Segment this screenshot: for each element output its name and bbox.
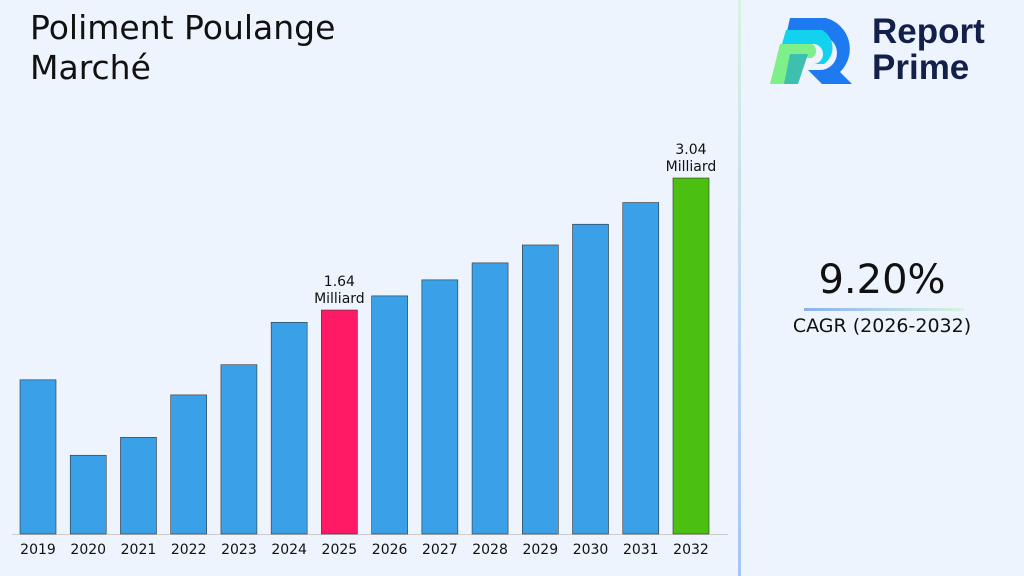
x-tick-label: 2019	[20, 542, 56, 558]
cagr-underline	[804, 308, 964, 311]
bar-2029	[521, 244, 559, 535]
bar-2027	[421, 279, 459, 535]
bar-2021	[120, 437, 157, 535]
x-tick-label: 2022	[171, 542, 207, 558]
bar-2030	[572, 223, 609, 535]
logo-text-line2: Prime	[872, 48, 970, 87]
x-tick-label: 2023	[221, 542, 257, 558]
x-tick-label: 2028	[472, 542, 508, 558]
x-tick-label: 2026	[372, 542, 408, 558]
data-label: 3.04	[675, 142, 706, 158]
bar-chart: 2019 2020 2021 2022 2023 2024 20251.64Milliard…	[12, 142, 728, 558]
bar-2023	[220, 364, 258, 535]
bar-2031	[622, 202, 660, 535]
x-tick-label: 2030	[573, 542, 609, 558]
divider	[738, 0, 741, 576]
x-tick-label: 2025	[322, 542, 358, 558]
data-label: Milliard	[314, 291, 365, 307]
x-tick-label: 2029	[522, 542, 558, 558]
x-tick-label: 2020	[70, 542, 106, 558]
chart-title: Poliment Poulange Marché	[30, 8, 336, 87]
x-tick-label: 2031	[623, 542, 659, 558]
logo-text-line1: Report	[872, 12, 985, 51]
data-label: Milliard	[666, 159, 717, 175]
bar-2022	[170, 394, 207, 535]
logo-mark-icon	[770, 18, 852, 84]
x-tick-label: 2027	[422, 542, 458, 558]
cagr-value: 9.20%	[818, 257, 946, 303]
data-label: 1.64	[324, 274, 355, 290]
x-tick-label: 2032	[673, 542, 709, 558]
bar-2032	[672, 177, 710, 535]
cagr-label: CAGR (2026-2032)	[792, 315, 972, 337]
bar-2020	[69, 454, 107, 535]
bar-2028	[471, 262, 509, 535]
x-tick-label: 2024	[271, 542, 307, 558]
bar-2024	[270, 321, 308, 535]
x-tick-label: 2021	[121, 542, 157, 558]
bar-2025	[321, 309, 358, 535]
bar-2019	[19, 379, 57, 535]
bar-2026	[371, 295, 408, 535]
report-prime-logo: Report Prime	[768, 14, 1018, 89]
